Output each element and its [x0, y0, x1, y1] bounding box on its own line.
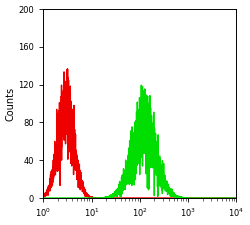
Y-axis label: Counts: Counts [6, 86, 16, 121]
